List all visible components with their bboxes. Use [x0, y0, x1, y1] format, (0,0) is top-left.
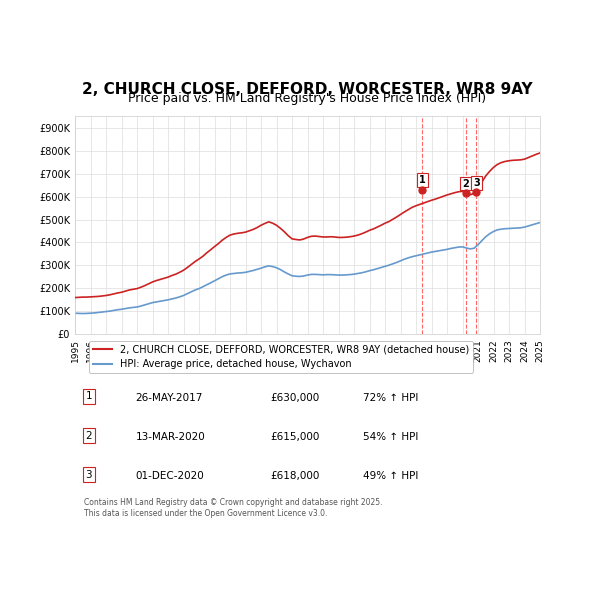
- Text: 1: 1: [419, 175, 425, 185]
- Text: 1: 1: [86, 391, 92, 401]
- Text: 3: 3: [473, 178, 480, 188]
- Text: £615,000: £615,000: [270, 432, 320, 442]
- Text: 3: 3: [86, 470, 92, 480]
- Text: 49% ↑ HPI: 49% ↑ HPI: [364, 471, 419, 481]
- Text: 2: 2: [86, 431, 92, 441]
- Text: £630,000: £630,000: [270, 393, 320, 403]
- Text: 01-DEC-2020: 01-DEC-2020: [136, 471, 204, 481]
- Text: £618,000: £618,000: [270, 471, 320, 481]
- Text: Contains HM Land Registry data © Crown copyright and database right 2025.
This d: Contains HM Land Registry data © Crown c…: [84, 499, 383, 518]
- Text: 13-MAR-2020: 13-MAR-2020: [136, 432, 205, 442]
- Text: 72% ↑ HPI: 72% ↑ HPI: [364, 393, 419, 403]
- Text: Price paid vs. HM Land Registry's House Price Index (HPI): Price paid vs. HM Land Registry's House …: [128, 92, 487, 105]
- Text: 2, CHURCH CLOSE, DEFFORD, WORCESTER, WR8 9AY: 2, CHURCH CLOSE, DEFFORD, WORCESTER, WR8…: [82, 82, 533, 97]
- Text: 54% ↑ HPI: 54% ↑ HPI: [364, 432, 419, 442]
- Legend: 2, CHURCH CLOSE, DEFFORD, WORCESTER, WR8 9AY (detached house), HPI: Average pric: 2, CHURCH CLOSE, DEFFORD, WORCESTER, WR8…: [89, 340, 473, 373]
- Text: 2: 2: [462, 179, 469, 189]
- Text: 26-MAY-2017: 26-MAY-2017: [136, 393, 203, 403]
